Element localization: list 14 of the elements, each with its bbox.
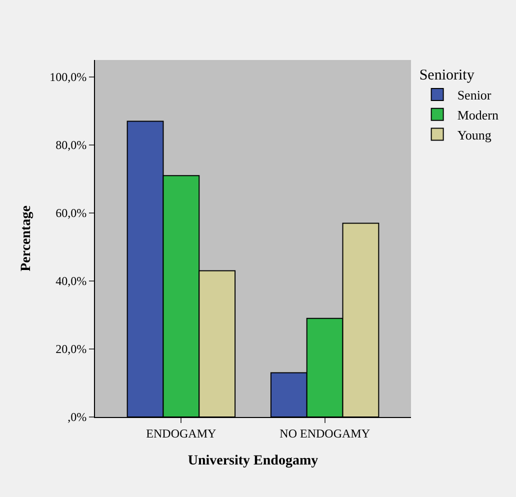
x-axis-title: University Endogamy bbox=[188, 454, 318, 469]
x-tick-label: ENDOGAMY bbox=[146, 426, 217, 440]
y-axis-title: Percentage bbox=[19, 206, 34, 272]
legend-title: Seniority bbox=[419, 68, 475, 84]
y-tick-label: 60,0% bbox=[56, 206, 87, 220]
y-tick-label: 80,0% bbox=[56, 138, 87, 152]
x-tick-label: NO ENDOGAMY bbox=[280, 426, 370, 440]
y-tick-label: ,0% bbox=[68, 410, 87, 424]
legend-label: Modern bbox=[457, 107, 499, 122]
legend-label: Senior bbox=[457, 88, 492, 103]
legend-label: Young bbox=[457, 127, 492, 142]
y-tick-label: 100,0% bbox=[50, 70, 87, 84]
y-tick-label: 20,0% bbox=[56, 342, 87, 356]
y-tick-label: 40,0% bbox=[56, 274, 87, 288]
